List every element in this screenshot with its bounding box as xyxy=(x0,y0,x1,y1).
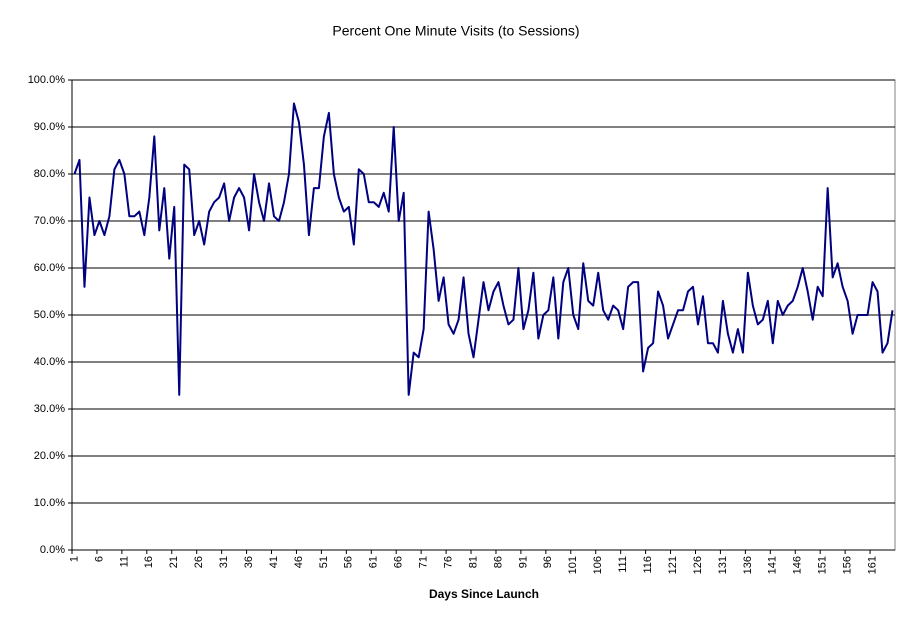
x-tick-label: 156 xyxy=(842,556,854,574)
x-axis-label: Days Since Launch xyxy=(429,587,539,601)
x-tick-label: 106 xyxy=(592,556,604,574)
x-tick-label: 11 xyxy=(118,556,130,567)
x-tick-label: 36 xyxy=(243,556,255,568)
x-tick-label: 146 xyxy=(792,556,804,574)
x-tick-label: 21 xyxy=(168,556,180,568)
x-tick-label: 116 xyxy=(642,556,654,574)
y-tick-label: 70.0% xyxy=(34,215,65,227)
x-tick-label: 141 xyxy=(767,556,779,574)
y-tick-label: 60.0% xyxy=(34,262,65,274)
x-tick-label: 81 xyxy=(467,556,479,568)
x-tick-label: 16 xyxy=(143,556,155,568)
x-tick-label: 91 xyxy=(517,556,529,568)
x-tick-label: 86 xyxy=(492,556,504,568)
x-tick-label: 131 xyxy=(717,556,729,574)
y-tick-label: 80.0% xyxy=(34,168,65,180)
x-tick-label: 26 xyxy=(193,556,205,568)
x-tick-label: 66 xyxy=(393,556,405,568)
x-tick-label: 101 xyxy=(567,556,579,574)
x-tick-label: 126 xyxy=(692,556,704,574)
x-tick-label: 31 xyxy=(218,556,230,568)
x-tick-label: 46 xyxy=(293,556,305,568)
x-tick-label: 61 xyxy=(368,556,380,568)
x-tick-label: 1 xyxy=(68,556,80,562)
x-tick-label: 56 xyxy=(343,556,355,568)
x-tick-label: 151 xyxy=(817,556,829,574)
y-tick-label: 100.0% xyxy=(28,74,66,86)
y-tick-label: 10.0% xyxy=(34,497,65,509)
y-tick-label: 90.0% xyxy=(34,121,65,133)
x-tick-label: 6 xyxy=(93,556,105,562)
chart-title: Percent One Minute Visits (to Sessions) xyxy=(332,23,579,39)
y-tick-label: 40.0% xyxy=(34,356,65,368)
x-tick-label: 136 xyxy=(742,556,754,574)
y-tick-label: 50.0% xyxy=(34,309,65,321)
y-tick-label: 30.0% xyxy=(34,403,65,415)
x-tick-label: 41 xyxy=(268,556,280,568)
x-tick-label: 71 xyxy=(418,556,430,568)
x-tick-label: 161 xyxy=(866,556,878,574)
x-tick-label: 121 xyxy=(667,556,679,574)
x-tick-label: 111 xyxy=(617,556,629,573)
x-tick-label: 76 xyxy=(442,556,454,568)
y-tick-label: 0.0% xyxy=(40,544,65,556)
y-tick-label: 20.0% xyxy=(34,450,65,462)
data-line xyxy=(73,102,894,396)
x-tick-label: 96 xyxy=(542,556,554,568)
x-tick-label: 51 xyxy=(318,556,330,568)
